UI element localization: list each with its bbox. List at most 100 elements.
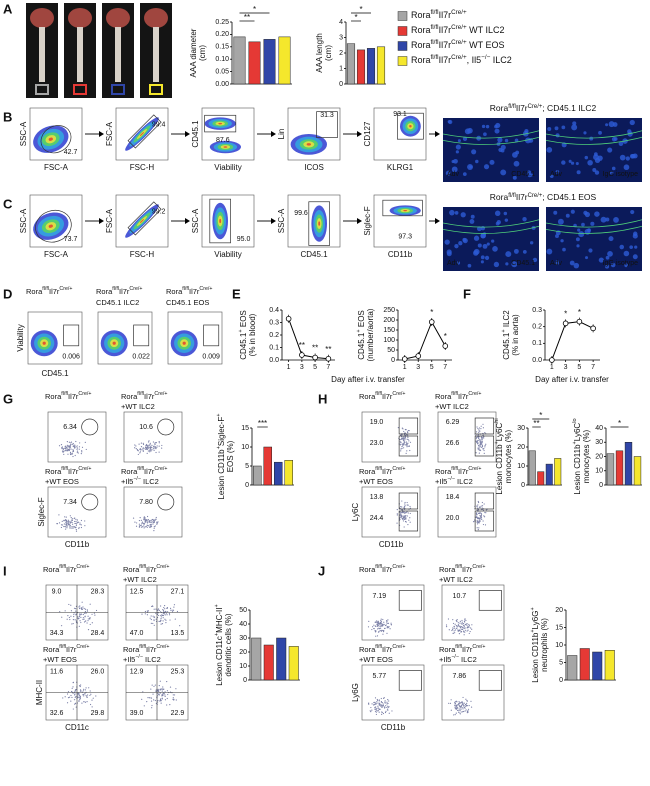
label-part: Il7r <box>382 467 393 476</box>
event-dot <box>483 515 485 517</box>
event-dot <box>461 707 463 709</box>
gate-value: 6.34 <box>63 424 77 431</box>
event-dot <box>60 444 63 446</box>
label-part: Cre/+ <box>528 193 543 199</box>
event-dot <box>457 624 460 626</box>
event-dot <box>64 516 66 518</box>
event-dot <box>164 614 166 616</box>
event-dot <box>480 446 482 449</box>
gate-value: 18.4 <box>446 494 460 501</box>
gate-value: 47.0 <box>130 630 144 637</box>
event-dot <box>384 707 386 709</box>
event-dot <box>160 616 162 618</box>
nucleus <box>588 248 593 253</box>
event-dot <box>378 704 381 706</box>
plot-title: +WT EOS <box>359 655 393 664</box>
nucleus <box>633 231 638 236</box>
plot-title: +WT ILC2 <box>435 402 469 411</box>
event-dot <box>400 448 402 450</box>
event-dot <box>463 702 465 704</box>
event-dot <box>378 622 380 624</box>
label-part: Rora <box>439 565 456 574</box>
nucleus <box>513 248 519 254</box>
stain-label: IgG isotype <box>603 260 639 267</box>
nucleus <box>532 257 538 263</box>
event-dot <box>155 689 157 691</box>
event-dot <box>153 447 155 449</box>
event-dot <box>399 438 401 441</box>
event-dot <box>151 707 153 709</box>
y-tick-label: 0.3 <box>532 307 542 314</box>
event-dot <box>152 521 155 524</box>
event-dot <box>92 697 94 699</box>
nucleus <box>494 128 500 134</box>
event-dot <box>375 620 378 622</box>
gate-value: 0.009 <box>202 354 220 361</box>
event-dot <box>89 694 91 697</box>
label-part: ILC2 <box>143 655 161 664</box>
event-dot <box>86 622 88 624</box>
event-dot <box>159 689 162 691</box>
event-dot <box>144 526 146 528</box>
gate-value: 25.3 <box>171 668 185 675</box>
event-dot <box>451 629 453 632</box>
nucleus <box>546 147 553 153</box>
nucleus <box>575 162 579 166</box>
plot-frame <box>201 194 255 248</box>
y-tick-label: 150 <box>383 327 395 334</box>
event-dot <box>455 700 457 702</box>
event-dot <box>142 522 144 524</box>
event-dot <box>80 616 82 618</box>
event-dot <box>403 436 405 438</box>
nucleus <box>505 262 509 266</box>
event-dot <box>481 438 483 441</box>
event-dot <box>152 615 154 617</box>
event-dot <box>153 449 155 451</box>
plot-title: CD45.1 EOS <box>166 298 209 307</box>
label-part: Rora <box>26 287 43 296</box>
nucleus <box>629 245 634 249</box>
nucleus <box>585 256 589 260</box>
event-dot <box>62 697 64 699</box>
event-dot <box>151 522 153 524</box>
micrograph <box>546 207 642 271</box>
event-dot <box>483 449 485 452</box>
event-dot <box>160 620 162 622</box>
event-dot <box>64 610 66 612</box>
nucleus <box>467 263 472 268</box>
event-dot <box>89 623 91 626</box>
nucleus <box>570 209 575 214</box>
data-line <box>288 318 329 360</box>
event-dot <box>91 622 93 624</box>
arrow-head <box>271 218 276 224</box>
label-part: + <box>530 607 536 610</box>
label-part: Rora <box>123 565 140 574</box>
event-dot <box>153 616 156 618</box>
label-part: −/− <box>451 654 459 660</box>
label-part: fl/fl <box>139 564 146 570</box>
label-part: Rora <box>435 467 452 476</box>
event-dot <box>93 612 96 614</box>
plot-title: Rorafl/flIl7rCre/+ <box>121 466 167 476</box>
event-dot <box>151 449 153 451</box>
event-dot <box>144 517 146 519</box>
event-dot <box>160 700 162 702</box>
event-dot <box>87 618 89 620</box>
significance: ** <box>299 341 305 350</box>
event-dot <box>76 445 78 447</box>
y-tick-label: 40 <box>239 621 247 628</box>
event-dot <box>71 623 73 625</box>
gate <box>474 492 495 510</box>
event-dot <box>463 706 465 708</box>
plot-title: Rorafl/flIl7rCre/+ <box>45 391 91 401</box>
event-dot <box>72 692 74 694</box>
x-axis-label: KLRG1 <box>387 163 414 172</box>
nucleus <box>522 217 527 222</box>
x-tick-label: 5 <box>577 364 581 371</box>
event-dot <box>143 705 145 707</box>
event-dot <box>378 711 380 713</box>
event-dot <box>479 512 481 515</box>
event-dot <box>89 603 91 605</box>
event-dot <box>157 608 160 610</box>
event-dot <box>70 604 72 606</box>
